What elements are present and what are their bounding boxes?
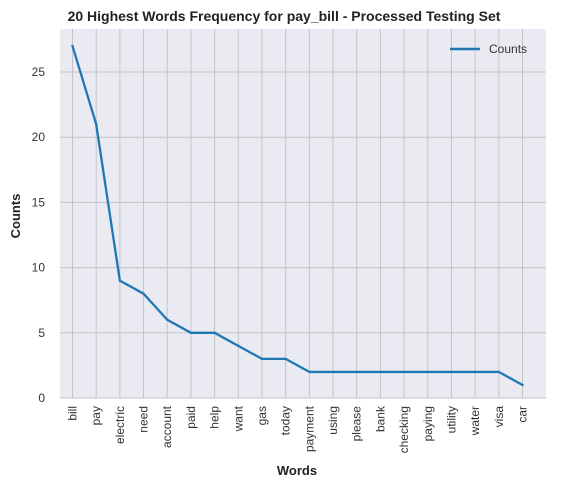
data-point	[189, 331, 193, 335]
legend-label-counts: Counts	[489, 42, 527, 56]
x-tick-label: checking	[397, 406, 411, 453]
data-point	[142, 292, 145, 295]
x-tick-label: need	[137, 406, 151, 433]
x-axis-label: Words	[277, 463, 317, 478]
x-tick-label: car	[516, 406, 530, 423]
x-tick-label: bill	[66, 406, 80, 421]
x-tick-label: gas	[255, 406, 269, 425]
x-tick-label: today	[279, 406, 293, 435]
legend: Counts	[450, 42, 527, 56]
data-point	[94, 122, 98, 126]
series-lines	[71, 44, 524, 387]
x-tick-label: using	[326, 406, 340, 435]
y-tick-label: 5	[38, 326, 45, 340]
data-point	[497, 370, 501, 374]
data-point	[426, 370, 429, 374]
x-tick-label: water	[468, 406, 482, 436]
x-tick-label: payment	[302, 405, 316, 452]
data-point	[402, 370, 406, 374]
x-tick-label: account	[160, 405, 174, 448]
data-point	[355, 370, 358, 374]
x-tick-label: want	[231, 405, 245, 432]
y-axis-label: Counts	[8, 194, 23, 239]
data-point	[213, 331, 216, 335]
x-tick-label: help	[208, 406, 222, 429]
x-tick-label: bank	[373, 405, 387, 432]
data-point	[450, 370, 453, 374]
data-point	[379, 370, 382, 374]
chart-title: 20 Highest Words Frequency for pay_bill …	[68, 8, 501, 24]
x-tick-label: utility	[444, 406, 458, 433]
x-tick-label: paid	[184, 406, 198, 429]
data-point	[473, 370, 477, 374]
x-tick-label: visa	[492, 406, 506, 428]
data-point	[118, 279, 122, 282]
x-tick-label: please	[350, 406, 364, 442]
data-point	[521, 383, 524, 387]
series-line-counts	[71, 44, 524, 387]
y-tick-label: 0	[38, 391, 45, 405]
data-point	[237, 344, 240, 348]
data-point	[260, 357, 264, 361]
y-tick-label: 15	[32, 195, 46, 209]
grid-lines	[60, 29, 546, 399]
y-tick-label: 20	[32, 130, 46, 144]
data-point	[284, 357, 287, 361]
y-tick-label: 10	[32, 261, 46, 275]
x-tick-label: pay	[89, 406, 103, 425]
x-tick-label: paying	[421, 406, 435, 441]
data-point	[308, 370, 311, 374]
data-point	[331, 370, 335, 374]
plot-area	[60, 29, 546, 398]
x-tick-label: electric	[113, 406, 127, 444]
data-point	[71, 44, 74, 48]
y-tick-label: 25	[32, 65, 46, 79]
x-tick-labels: bill pay electric need account paid help want ga…	[66, 405, 530, 453]
y-tick-labels: 0 5 10 15 20 25	[32, 65, 46, 405]
data-point	[166, 318, 169, 321]
